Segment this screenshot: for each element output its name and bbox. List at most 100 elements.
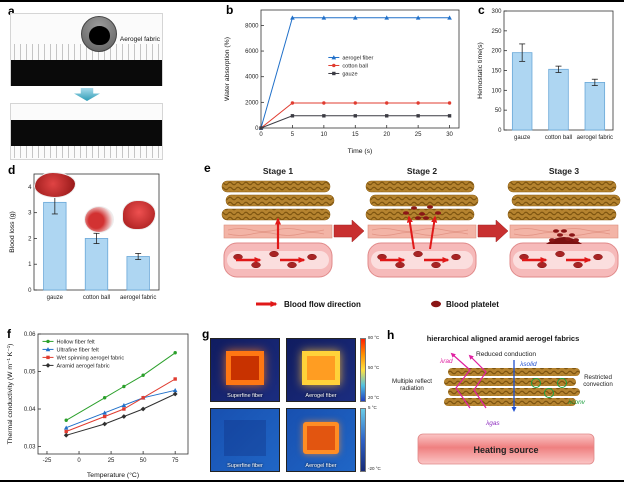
panel-label-c: c	[478, 3, 485, 17]
hot-sample-square	[302, 350, 340, 385]
panel-label-e: e	[204, 161, 211, 175]
svg-text:Temperature (°C): Temperature (°C)	[87, 471, 139, 479]
fiber-strands-2	[14, 146, 159, 158]
svg-text:5: 5	[291, 132, 295, 138]
svg-text:2000: 2000	[245, 100, 259, 106]
panel-label-a: a	[8, 4, 15, 18]
svg-text:Wet spinning aerogel fabric: Wet spinning aerogel fabric	[57, 355, 125, 361]
svg-text:30: 30	[446, 132, 453, 138]
svg-text:4: 4	[28, 185, 32, 191]
thermal-image-label: Superfine fiber	[227, 393, 263, 399]
svg-text:2: 2	[28, 236, 32, 242]
panel-label-h: h	[387, 328, 395, 342]
water-absorption-chart: 0 5 10 15 20 25 30 0 2000 4000 6000 8000 Time (s) Wat…	[224, 9, 460, 155]
svg-text:75: 75	[172, 458, 179, 464]
svg-text:6000: 6000	[245, 49, 259, 55]
svg-text:0: 0	[259, 132, 263, 138]
multiple-reflect-radiation-label: Multiple reflect radiation	[392, 378, 432, 393]
thermal-image-label: Aerogel fiber	[305, 463, 337, 469]
svg-text:Stage 2: Stage 2	[407, 166, 438, 176]
lambda-gas-label: λgas	[485, 420, 500, 427]
svg-text:8000: 8000	[245, 23, 259, 29]
svg-text:0.04: 0.04	[24, 407, 36, 413]
lambda-solid-label: λsolid	[519, 361, 537, 368]
svg-text:Aramid aerogel fabric: Aramid aerogel fabric	[57, 363, 110, 369]
svg-text:Hollow fiber felt: Hollow fiber felt	[57, 339, 96, 345]
insulation-mechanism-diagram: hierarchical aligned aramid aerogel fabr…	[417, 334, 595, 465]
temperature-scale-cold	[360, 408, 366, 472]
lambda-rad-label: λrad	[439, 358, 453, 365]
thermal-image-aerogel-cold: Aerogel fiber	[286, 408, 356, 472]
fabric-black-band	[11, 60, 162, 86]
convection-swirls	[531, 378, 567, 398]
scale-label: -20 °C	[368, 466, 381, 471]
svg-text:Blood loss (g): Blood loss (g)	[9, 211, 16, 253]
svg-text:cotton ball: cotton ball	[83, 295, 110, 301]
svg-text:aerogel fiber: aerogel fiber	[342, 55, 373, 61]
svg-text:15: 15	[352, 132, 359, 138]
fiber-strands	[14, 44, 159, 60]
svg-text:Thermal conductivity (W m⁻¹ K⁻: Thermal conductivity (W m⁻¹ K⁻¹)	[7, 344, 14, 445]
blood-soaked-gauze-photo	[34, 172, 76, 198]
svg-text:50: 50	[140, 458, 147, 464]
svg-text:aerogel fabric: aerogel fabric	[120, 295, 156, 301]
panel-label-g: g	[202, 327, 210, 341]
svg-text:cotton ball: cotton ball	[342, 63, 368, 69]
cold-sample-square	[303, 421, 339, 454]
aerogel-fabric-caption: Aerogel fabric	[119, 36, 160, 43]
svg-text:Ultrafine fiber felt: Ultrafine fiber felt	[57, 347, 100, 353]
restricted-convection-label: Restricted convection	[583, 374, 613, 389]
svg-text:20: 20	[383, 132, 390, 138]
cold-sample-square	[224, 419, 266, 456]
svg-text:gauze: gauze	[342, 71, 357, 77]
svg-text:50: 50	[495, 108, 502, 114]
svg-text:4000: 4000	[245, 75, 259, 81]
svg-text:Stage 1: Stage 1	[263, 166, 294, 176]
svg-text:cotton ball: cotton ball	[545, 135, 572, 141]
scale-label: 20 °C	[368, 395, 380, 400]
heating-source-label: Heating source	[473, 445, 538, 455]
scale-label: 50 °C	[368, 365, 380, 370]
mechanism-title: hierarchical aligned aramid aerogel fabr…	[427, 334, 580, 343]
temperature-scale-hot	[360, 338, 366, 402]
svg-text:0.03: 0.03	[24, 445, 36, 451]
heating-source	[417, 433, 595, 465]
svg-text:0: 0	[28, 288, 32, 294]
thermal-image-aerogel-hot: Aerogel fiber	[286, 338, 356, 402]
down-arrow-icon	[74, 88, 100, 101]
thermal-image-label: Superfine fiber	[227, 463, 263, 469]
blood-loss-chart: 0 1 2 3 4 gauze cotton ball aerogel fabric Blood…	[9, 173, 160, 301]
svg-text:150: 150	[491, 69, 502, 75]
photo-fabric-bottom	[10, 103, 163, 160]
photo-fabric-top: Aerogel fabric	[10, 13, 163, 86]
svg-text:200: 200	[491, 49, 502, 55]
water-droplet	[89, 26, 110, 45]
thermal-conductivity-chart: -25 0 25 50 75 0.03 0.04 0.05 0.06 Temperature (°…	[7, 332, 189, 479]
bottom-rule	[0, 480, 624, 482]
svg-text:-25: -25	[43, 458, 52, 464]
thermal-image-superfine-hot: Superfine fiber	[210, 338, 280, 402]
svg-text:Stage 3: Stage 3	[549, 166, 580, 176]
hemostasis-stage-diagram: Stage 1 Stage 2 Stage 3 Blood flow directio…	[221, 166, 621, 309]
panel-label-d: d	[8, 163, 16, 177]
svg-text:Blood flow direction: Blood flow direction	[284, 300, 361, 309]
panel-label-b: b	[226, 3, 234, 17]
svg-text:0: 0	[77, 458, 81, 464]
svg-text:aerogel fabric: aerogel fabric	[577, 135, 613, 141]
hemostatic-time-chart: 0 50 100 150 200 250 300 gauze cotton ball aeroge…	[477, 9, 614, 141]
svg-text:Hemostatic time(s): Hemostatic time(s)	[477, 42, 484, 99]
lambda-conv-label: λconv	[567, 399, 586, 406]
svg-text:gauze: gauze	[514, 135, 531, 141]
svg-text:0: 0	[498, 128, 502, 134]
top-rule	[0, 0, 624, 2]
svg-text:Water absorption (%): Water absorption (%)	[224, 37, 231, 101]
fabric-black-band-2	[11, 120, 162, 146]
thermal-image-superfine-cold: Superfine fiber	[210, 408, 280, 472]
radiation-reflect-arrow	[468, 354, 487, 409]
svg-text:3: 3	[28, 211, 32, 217]
svg-text:25: 25	[415, 132, 422, 138]
blood-soaked-aerogel-photo	[122, 200, 156, 230]
aerogel-fabric-layers	[444, 368, 580, 406]
contact-angle-inset	[81, 16, 117, 52]
